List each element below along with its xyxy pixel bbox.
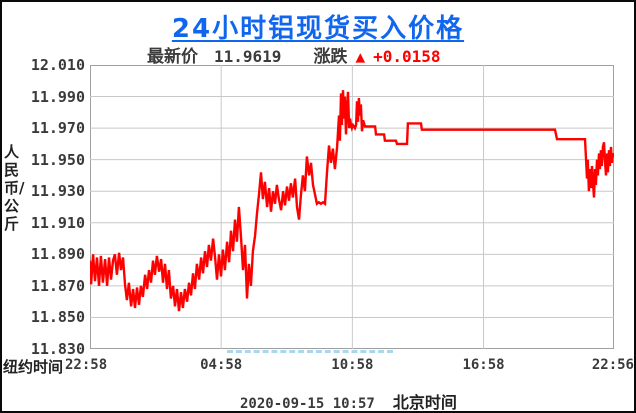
x-tick-label: 04:58: [200, 357, 243, 373]
y-tick-label: 11.930: [30, 182, 85, 201]
latest-price-label: 最新价: [147, 47, 198, 67]
x-tick-label: 10:58: [331, 357, 374, 373]
change-label: 涨跌: [313, 47, 348, 67]
subtitle-row: 最新价 11.9619 涨跌 ▲ +0.0158: [147, 42, 441, 67]
price-line: [90, 90, 614, 312]
up-arrow-icon: ▲: [355, 47, 366, 66]
x-tick-label: 22:56: [591, 357, 634, 373]
y-axis-unit-label: 人民币/公斤: [4, 143, 25, 233]
y-tick-label: 11.950: [30, 150, 85, 169]
footer-datetime: 2020-09-15 10:57: [240, 396, 375, 412]
change-value: +0.0158: [373, 47, 441, 66]
y-tick-label: 11.910: [30, 213, 85, 232]
watermark-dashes: [227, 350, 393, 353]
x-tick-label: 22:58: [65, 357, 108, 373]
y-tick-label: 11.990: [30, 87, 85, 106]
y-tick-label: 11.830: [30, 340, 85, 358]
y-tick-label: 11.870: [30, 276, 85, 295]
x-tick-label: 16:58: [462, 357, 505, 373]
y-tick-label: 11.890: [30, 245, 85, 264]
y-tick-label: 11.970: [30, 119, 85, 138]
footer-bj-caption: 北京时间: [392, 393, 457, 412]
footer-row: 2020-09-15 10:57 北京时间: [240, 389, 457, 412]
plot-area: [90, 65, 614, 349]
y-tick-label: 12.010: [30, 56, 85, 74]
latest-price-value: 11.9619: [214, 47, 282, 66]
y-tick-label: 11.850: [30, 308, 85, 327]
x-axis-caption-ny: 纽约时间: [3, 358, 64, 376]
chart-title: 24小时铝现货买入价格: [171, 14, 465, 44]
